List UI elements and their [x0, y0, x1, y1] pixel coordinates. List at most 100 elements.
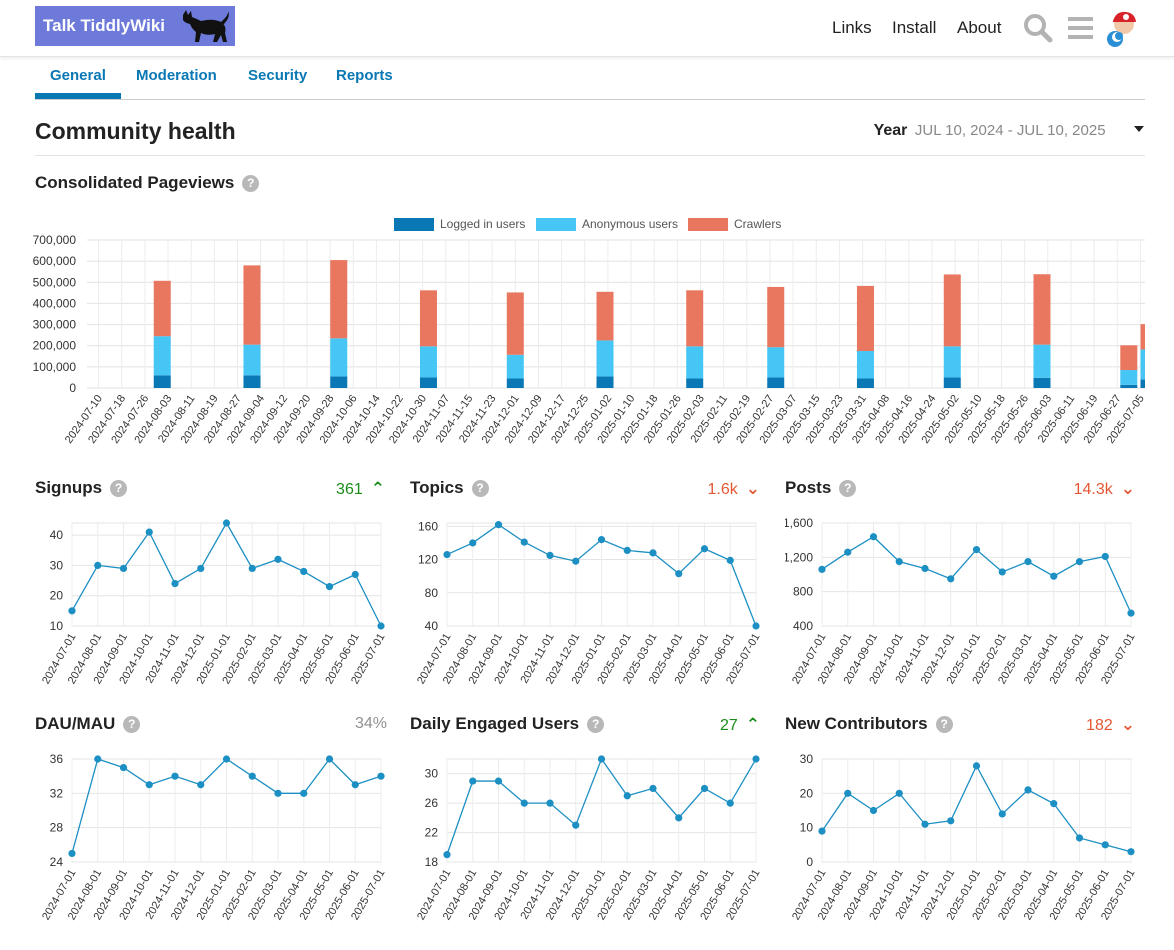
bar-segment-logged[interactable] [419, 377, 437, 388]
data-point[interactable] [1024, 558, 1032, 566]
tab-moderation[interactable]: Moderation [136, 67, 217, 84]
bar-segment-anonymous[interactable] [243, 344, 261, 376]
bar-segment-logged[interactable] [596, 376, 614, 388]
data-point[interactable] [895, 789, 903, 797]
data-point[interactable] [752, 622, 760, 630]
bar-segment-crawlers[interactable] [1120, 345, 1138, 371]
data-point[interactable] [1101, 552, 1109, 561]
bar-segment-logged[interactable] [1120, 384, 1138, 388]
nav-install[interactable]: Install [892, 18, 937, 37]
data-point[interactable] [145, 781, 153, 789]
bar-segment-anonymous[interactable] [1140, 349, 1145, 380]
data-point[interactable] [469, 777, 477, 785]
search-icon[interactable] [1023, 13, 1053, 43]
data-point[interactable] [494, 777, 503, 785]
bar-segment-logged[interactable] [506, 378, 524, 388]
data-point[interactable] [494, 521, 503, 529]
data-point[interactable] [1075, 834, 1084, 842]
data-point[interactable] [197, 781, 205, 789]
data-point[interactable] [94, 755, 102, 763]
bar-segment-crawlers[interactable] [419, 290, 437, 347]
data-point[interactable] [351, 781, 359, 789]
bar-segment-crawlers[interactable] [686, 290, 704, 347]
data-point[interactable] [572, 557, 580, 565]
data-point[interactable] [325, 583, 334, 591]
data-point[interactable] [818, 565, 826, 573]
bar-segment-logged[interactable] [856, 378, 874, 388]
data-point[interactable] [869, 806, 878, 815]
data-point[interactable] [222, 755, 231, 763]
data-point[interactable] [700, 784, 709, 793]
bar-segment-anonymous[interactable] [506, 354, 524, 379]
data-point[interactable] [119, 564, 128, 573]
data-point[interactable] [1050, 572, 1058, 580]
bar-segment-anonymous[interactable] [596, 340, 614, 377]
bar-segment-anonymous[interactable] [856, 351, 874, 379]
nav-about[interactable]: About [957, 18, 1002, 37]
bar-segment-crawlers[interactable] [506, 292, 524, 355]
data-point[interactable] [675, 814, 683, 822]
data-point[interactable] [546, 551, 554, 559]
bar-segment-crawlers[interactable] [330, 260, 348, 339]
bar-segment-anonymous[interactable] [153, 336, 171, 376]
data-point[interactable] [818, 827, 826, 835]
data-point[interactable] [248, 772, 256, 780]
tab-reports[interactable]: Reports [336, 67, 393, 84]
data-point[interactable] [947, 575, 955, 583]
data-point[interactable] [94, 561, 102, 570]
data-point[interactable] [597, 755, 606, 763]
data-point[interactable] [869, 533, 878, 541]
help-icon[interactable]: ? [123, 716, 141, 733]
help-icon[interactable]: ? [471, 480, 489, 497]
data-point[interactable] [597, 536, 606, 544]
data-point[interactable] [998, 810, 1006, 818]
help-icon[interactable]: ? [839, 480, 857, 497]
data-point[interactable] [145, 528, 153, 536]
data-point[interactable] [675, 570, 683, 578]
bar-segment-logged[interactable] [767, 377, 785, 388]
bar-segment-anonymous[interactable] [943, 346, 961, 378]
help-icon[interactable]: ? [587, 716, 605, 733]
help-icon[interactable]: ? [110, 480, 128, 497]
data-point[interactable] [844, 548, 852, 556]
data-point[interactable] [998, 568, 1006, 576]
bar-segment-crawlers[interactable] [943, 274, 961, 347]
user-avatar[interactable] [1104, 10, 1140, 50]
nav-links[interactable]: Links [832, 18, 872, 37]
data-point[interactable] [274, 789, 282, 797]
period-selector[interactable]: Year JUL 10, 2024 - JUL 10, 2025 [874, 122, 1144, 140]
data-point[interactable] [443, 851, 451, 859]
bar-segment-crawlers[interactable] [243, 265, 261, 345]
data-point[interactable] [649, 784, 657, 793]
data-point[interactable] [248, 564, 256, 573]
bar-segment-crawlers[interactable] [153, 280, 171, 337]
data-point[interactable] [623, 546, 631, 555]
bar-segment-anonymous[interactable] [330, 338, 348, 377]
data-point[interactable] [197, 564, 205, 573]
data-point[interactable] [726, 799, 734, 807]
bar-segment-logged[interactable] [1140, 379, 1145, 388]
legend-label[interactable]: Crawlers [734, 217, 781, 231]
help-icon[interactable]: ? [935, 716, 953, 733]
data-point[interactable] [895, 558, 903, 566]
legend-swatch[interactable] [536, 218, 576, 231]
data-point[interactable] [377, 772, 385, 780]
bar-segment-crawlers[interactable] [1140, 324, 1145, 350]
legend-label[interactable]: Logged in users [440, 217, 525, 231]
bar-segment-crawlers[interactable] [1033, 274, 1051, 345]
bar-segment-crawlers[interactable] [767, 286, 785, 348]
data-point[interactable] [1127, 609, 1135, 617]
data-point[interactable] [572, 821, 580, 829]
legend-label[interactable]: Anonymous users [582, 217, 678, 231]
data-point[interactable] [68, 849, 76, 858]
data-point[interactable] [443, 550, 451, 559]
bar-segment-crawlers[interactable] [856, 285, 874, 351]
data-point[interactable] [171, 772, 179, 780]
data-point[interactable] [972, 546, 981, 554]
data-point[interactable] [947, 817, 955, 825]
data-point[interactable] [921, 820, 929, 828]
bar-segment-logged[interactable] [243, 375, 261, 388]
data-point[interactable] [649, 549, 657, 557]
bar-segment-anonymous[interactable] [686, 346, 704, 379]
bar-segment-anonymous[interactable] [1120, 370, 1138, 385]
